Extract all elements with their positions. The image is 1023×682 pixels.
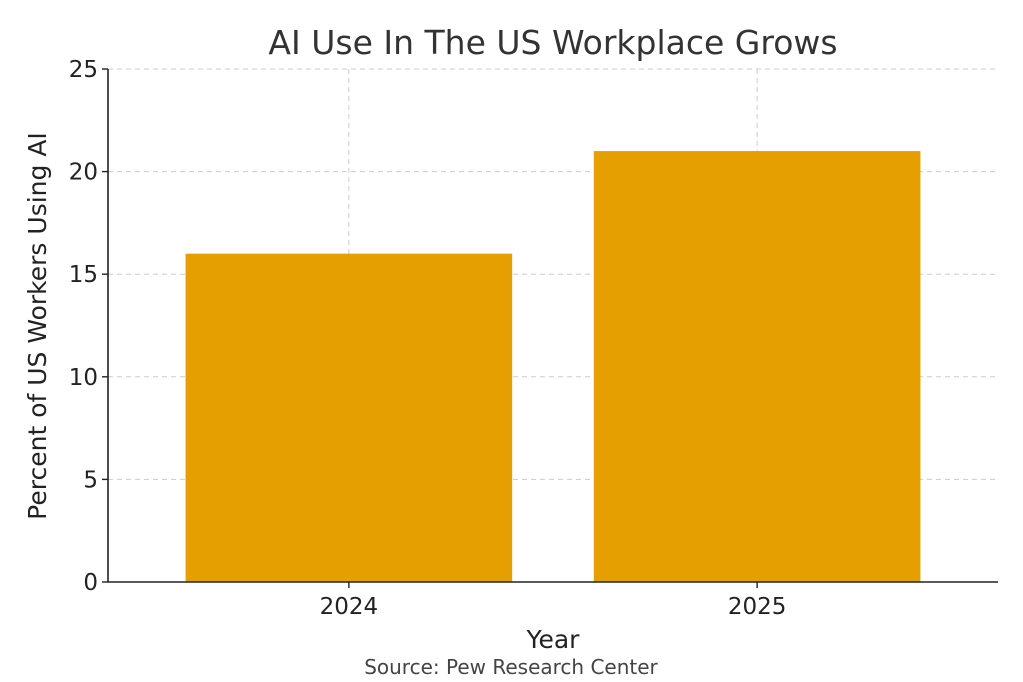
y-tick-label-5: 25 [69, 57, 98, 83]
y-tick-label-0: 0 [83, 570, 98, 596]
y-tick-label-4: 20 [69, 160, 98, 186]
bar-2024 [185, 253, 513, 582]
bars [185, 151, 921, 582]
x-tick-label-2025: 2025 [728, 594, 787, 620]
x-axis-label: Year [526, 625, 581, 654]
y-axis-label: Percent of US Workers Using AI [23, 132, 52, 520]
chart-title: AI Use In The US Workplace Grows [268, 23, 837, 62]
y-tick-label-1: 5 [83, 467, 98, 493]
source-note: Source: Pew Research Center [364, 655, 658, 679]
bar-2025 [593, 151, 921, 582]
x-tick-label-2024: 2024 [320, 594, 379, 620]
y-tick-label-3: 15 [69, 262, 98, 288]
y-tick-label-2: 10 [69, 365, 98, 391]
